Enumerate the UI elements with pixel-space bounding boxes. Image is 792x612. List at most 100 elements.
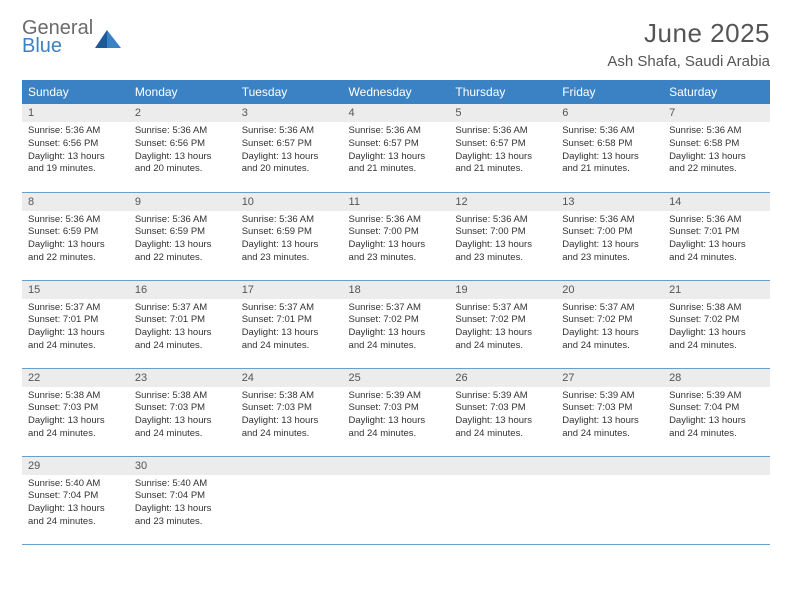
day-number: 7 xyxy=(663,104,770,122)
day-number: 12 xyxy=(449,193,556,211)
logo-text: General Blue xyxy=(22,18,93,56)
calendar-day-cell: 29Sunrise: 5:40 AMSunset: 7:04 PMDayligh… xyxy=(22,456,129,544)
day-details: Sunrise: 5:39 AMSunset: 7:03 PMDaylight:… xyxy=(556,387,663,445)
weekday-header: Friday xyxy=(556,80,663,104)
day-details: Sunrise: 5:36 AMSunset: 6:57 PMDaylight:… xyxy=(236,122,343,180)
day-details: Sunrise: 5:37 AMSunset: 7:01 PMDaylight:… xyxy=(236,299,343,357)
month-title: June 2025 xyxy=(607,18,770,49)
day-details: Sunrise: 5:36 AMSunset: 6:57 PMDaylight:… xyxy=(343,122,450,180)
weekday-header: Monday xyxy=(129,80,236,104)
day-number: 20 xyxy=(556,281,663,299)
calendar-empty-cell xyxy=(236,456,343,544)
day-number: 8 xyxy=(22,193,129,211)
calendar-day-cell: 9Sunrise: 5:36 AMSunset: 6:59 PMDaylight… xyxy=(129,192,236,280)
calendar-day-cell: 30Sunrise: 5:40 AMSunset: 7:04 PMDayligh… xyxy=(129,456,236,544)
weekday-header-row: SundayMondayTuesdayWednesdayThursdayFrid… xyxy=(22,80,770,104)
day-details: Sunrise: 5:39 AMSunset: 7:03 PMDaylight:… xyxy=(343,387,450,445)
day-number: 22 xyxy=(22,369,129,387)
day-number: 23 xyxy=(129,369,236,387)
day-number: 1 xyxy=(22,104,129,122)
day-number: 15 xyxy=(22,281,129,299)
day-number: 16 xyxy=(129,281,236,299)
day-number: 24 xyxy=(236,369,343,387)
day-details: Sunrise: 5:36 AMSunset: 7:00 PMDaylight:… xyxy=(449,211,556,269)
calendar-day-cell: 19Sunrise: 5:37 AMSunset: 7:02 PMDayligh… xyxy=(449,280,556,368)
calendar-day-cell: 8Sunrise: 5:36 AMSunset: 6:59 PMDaylight… xyxy=(22,192,129,280)
day-details: Sunrise: 5:37 AMSunset: 7:01 PMDaylight:… xyxy=(129,299,236,357)
calendar-day-cell: 15Sunrise: 5:37 AMSunset: 7:01 PMDayligh… xyxy=(22,280,129,368)
calendar-day-cell: 28Sunrise: 5:39 AMSunset: 7:04 PMDayligh… xyxy=(663,368,770,456)
day-details: Sunrise: 5:36 AMSunset: 6:59 PMDaylight:… xyxy=(129,211,236,269)
calendar-week-row: 1Sunrise: 5:36 AMSunset: 6:56 PMDaylight… xyxy=(22,104,770,192)
day-details: Sunrise: 5:37 AMSunset: 7:02 PMDaylight:… xyxy=(449,299,556,357)
calendar-day-cell: 13Sunrise: 5:36 AMSunset: 7:00 PMDayligh… xyxy=(556,192,663,280)
title-block: June 2025 Ash Shafa, Saudi Arabia xyxy=(607,18,770,70)
day-details: Sunrise: 5:38 AMSunset: 7:03 PMDaylight:… xyxy=(236,387,343,445)
day-number: 10 xyxy=(236,193,343,211)
day-number: 18 xyxy=(343,281,450,299)
calendar-empty-cell xyxy=(556,456,663,544)
day-details: Sunrise: 5:36 AMSunset: 6:57 PMDaylight:… xyxy=(449,122,556,180)
day-number: 21 xyxy=(663,281,770,299)
calendar-day-cell: 17Sunrise: 5:37 AMSunset: 7:01 PMDayligh… xyxy=(236,280,343,368)
day-number: 2 xyxy=(129,104,236,122)
logo-word2: Blue xyxy=(22,36,93,56)
calendar-week-row: 29Sunrise: 5:40 AMSunset: 7:04 PMDayligh… xyxy=(22,456,770,544)
day-number: 5 xyxy=(449,104,556,122)
calendar-day-cell: 12Sunrise: 5:36 AMSunset: 7:00 PMDayligh… xyxy=(449,192,556,280)
calendar-day-cell: 1Sunrise: 5:36 AMSunset: 6:56 PMDaylight… xyxy=(22,104,129,192)
calendar-day-cell: 10Sunrise: 5:36 AMSunset: 6:59 PMDayligh… xyxy=(236,192,343,280)
calendar-day-cell: 20Sunrise: 5:37 AMSunset: 7:02 PMDayligh… xyxy=(556,280,663,368)
calendar-week-row: 15Sunrise: 5:37 AMSunset: 7:01 PMDayligh… xyxy=(22,280,770,368)
day-number: 3 xyxy=(236,104,343,122)
day-number: 11 xyxy=(343,193,450,211)
day-number: 4 xyxy=(343,104,450,122)
day-details: Sunrise: 5:38 AMSunset: 7:03 PMDaylight:… xyxy=(129,387,236,445)
calendar-day-cell: 27Sunrise: 5:39 AMSunset: 7:03 PMDayligh… xyxy=(556,368,663,456)
calendar-day-cell: 24Sunrise: 5:38 AMSunset: 7:03 PMDayligh… xyxy=(236,368,343,456)
calendar-day-cell: 2Sunrise: 5:36 AMSunset: 6:56 PMDaylight… xyxy=(129,104,236,192)
day-details: Sunrise: 5:38 AMSunset: 7:02 PMDaylight:… xyxy=(663,299,770,357)
calendar-day-cell: 14Sunrise: 5:36 AMSunset: 7:01 PMDayligh… xyxy=(663,192,770,280)
calendar-empty-cell xyxy=(343,456,450,544)
weekday-header: Thursday xyxy=(449,80,556,104)
calendar-empty-cell xyxy=(449,456,556,544)
day-details: Sunrise: 5:36 AMSunset: 6:56 PMDaylight:… xyxy=(22,122,129,180)
calendar-empty-cell xyxy=(663,456,770,544)
day-number: 19 xyxy=(449,281,556,299)
calendar-day-cell: 16Sunrise: 5:37 AMSunset: 7:01 PMDayligh… xyxy=(129,280,236,368)
day-number: 13 xyxy=(556,193,663,211)
logo-mark-icon xyxy=(95,26,121,48)
day-details: Sunrise: 5:39 AMSunset: 7:03 PMDaylight:… xyxy=(449,387,556,445)
location-label: Ash Shafa, Saudi Arabia xyxy=(607,53,770,70)
day-number-empty xyxy=(556,457,663,475)
day-number: 17 xyxy=(236,281,343,299)
day-details: Sunrise: 5:40 AMSunset: 7:04 PMDaylight:… xyxy=(22,475,129,533)
header: General Blue June 2025 Ash Shafa, Saudi … xyxy=(22,18,770,70)
day-number-empty xyxy=(449,457,556,475)
day-number: 26 xyxy=(449,369,556,387)
day-details: Sunrise: 5:37 AMSunset: 7:02 PMDaylight:… xyxy=(556,299,663,357)
calendar-day-cell: 26Sunrise: 5:39 AMSunset: 7:03 PMDayligh… xyxy=(449,368,556,456)
day-number-empty xyxy=(663,457,770,475)
day-details: Sunrise: 5:38 AMSunset: 7:03 PMDaylight:… xyxy=(22,387,129,445)
calendar-day-cell: 18Sunrise: 5:37 AMSunset: 7:02 PMDayligh… xyxy=(343,280,450,368)
day-details: Sunrise: 5:40 AMSunset: 7:04 PMDaylight:… xyxy=(129,475,236,533)
day-number-empty xyxy=(343,457,450,475)
day-details: Sunrise: 5:36 AMSunset: 7:00 PMDaylight:… xyxy=(343,211,450,269)
weekday-header: Sunday xyxy=(22,80,129,104)
day-number: 9 xyxy=(129,193,236,211)
calendar-day-cell: 23Sunrise: 5:38 AMSunset: 7:03 PMDayligh… xyxy=(129,368,236,456)
day-number: 29 xyxy=(22,457,129,475)
day-number: 25 xyxy=(343,369,450,387)
day-details: Sunrise: 5:39 AMSunset: 7:04 PMDaylight:… xyxy=(663,387,770,445)
day-details: Sunrise: 5:36 AMSunset: 6:59 PMDaylight:… xyxy=(22,211,129,269)
day-details: Sunrise: 5:36 AMSunset: 6:58 PMDaylight:… xyxy=(556,122,663,180)
day-number: 6 xyxy=(556,104,663,122)
calendar-day-cell: 21Sunrise: 5:38 AMSunset: 7:02 PMDayligh… xyxy=(663,280,770,368)
day-number-empty xyxy=(236,457,343,475)
day-details: Sunrise: 5:37 AMSunset: 7:01 PMDaylight:… xyxy=(22,299,129,357)
weekday-header: Tuesday xyxy=(236,80,343,104)
day-details: Sunrise: 5:36 AMSunset: 6:58 PMDaylight:… xyxy=(663,122,770,180)
day-details: Sunrise: 5:37 AMSunset: 7:02 PMDaylight:… xyxy=(343,299,450,357)
